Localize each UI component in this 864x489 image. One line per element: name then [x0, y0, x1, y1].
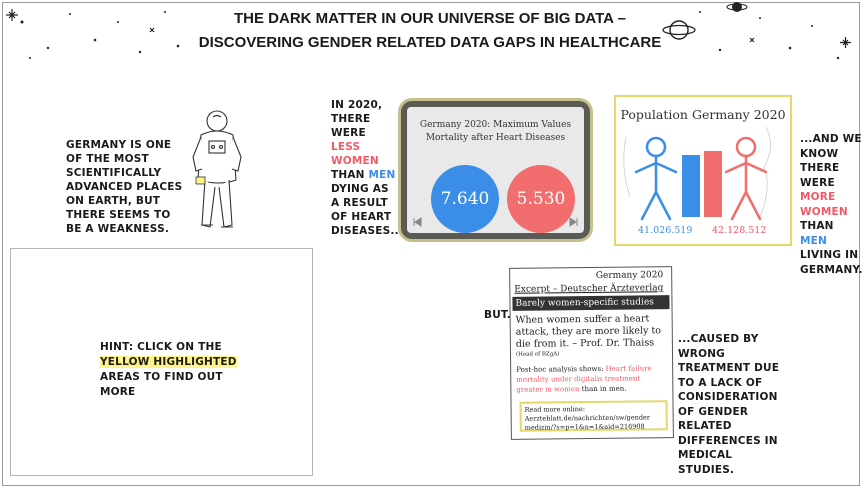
men-population-value: 41.026.519 — [638, 225, 693, 236]
space-decoration — [6, 2, 851, 60]
page-title: The Dark matter in our universe of big d… — [150, 7, 710, 55]
population-card[interactable]: Population Germany 2020 41.026.519 42.12… — [614, 95, 792, 246]
men-mortality-circle: 7.640 — [431, 165, 499, 233]
excerpt-source: Excerpt – Deutscher Ärzteverlag — [514, 283, 664, 295]
women-population-value: 42.128.512 — [712, 225, 767, 236]
population-illustration — [623, 126, 771, 221]
mortality-card[interactable]: Germany 2020: Maximum Values Mortality a… — [398, 98, 593, 242]
man-figure-icon — [634, 136, 678, 221]
men-text-2: men — [800, 234, 828, 247]
astronaut-illustration[interactable] — [185, 105, 247, 245]
highlight-hotspot-icon — [195, 176, 206, 185]
caused-note: ...caused by wrong treatment due to a la… — [678, 333, 780, 476]
men-population-bar — [682, 155, 700, 217]
woman-figure-icon — [724, 136, 768, 221]
excerpt-paper[interactable]: Germany 2020 Excerpt – Deutscher Ärzteve… — [509, 266, 674, 440]
women-mortality-circle: 5.530 — [507, 165, 575, 233]
hint-prefix: Hint: click on the — [100, 341, 222, 353]
excerpt-quote: When women suffer a heart attack, they a… — [515, 313, 662, 350]
mortality-title-2: Mortality after Heart Diseases — [425, 133, 566, 143]
population-title: Population Germany 2020 — [620, 107, 786, 122]
women-population-bar — [704, 151, 722, 217]
excerpt-date: Germany 2020 — [595, 270, 664, 281]
hint-note: Hint: click on the yellow highlighted ar… — [100, 340, 250, 400]
hint-box — [10, 248, 313, 476]
prev-arrow-icon[interactable] — [413, 217, 423, 227]
next-arrow-icon[interactable] — [568, 217, 578, 227]
mortality-note: In 2020, there were less women than men … — [331, 99, 403, 237]
population-note: ...and we know there were more women tha… — [800, 133, 863, 276]
planet-icon — [662, 20, 696, 40]
excerpt-banner: Barely women-specific studies — [512, 295, 670, 311]
less-women-text: less women — [331, 141, 379, 167]
intro-note: Germany is one of the most scientificall… — [66, 139, 183, 235]
read-more-link[interactable]: Read more online: Aerzteblatt.de/nachric… — [519, 400, 668, 432]
excerpt-quote-role: (Head of BZgA) — [515, 351, 560, 358]
more-women-text: more women — [800, 191, 848, 218]
title-line-2: Discovering Gender related data gaps in … — [198, 34, 662, 51]
mortality-title-1: Germany 2020: Maximum Values — [419, 120, 572, 130]
planet-icon — [726, 2, 748, 12]
hint-suffix: areas to find out more — [100, 371, 223, 398]
excerpt-analysis: Post-hoc analysis shows: Heart failure m… — [516, 364, 652, 394]
men-text: men — [368, 169, 396, 181]
title-line-1: The Dark matter in our universe of big d… — [234, 10, 626, 27]
hint-highlight[interactable]: yellow highlighted — [100, 356, 237, 368]
